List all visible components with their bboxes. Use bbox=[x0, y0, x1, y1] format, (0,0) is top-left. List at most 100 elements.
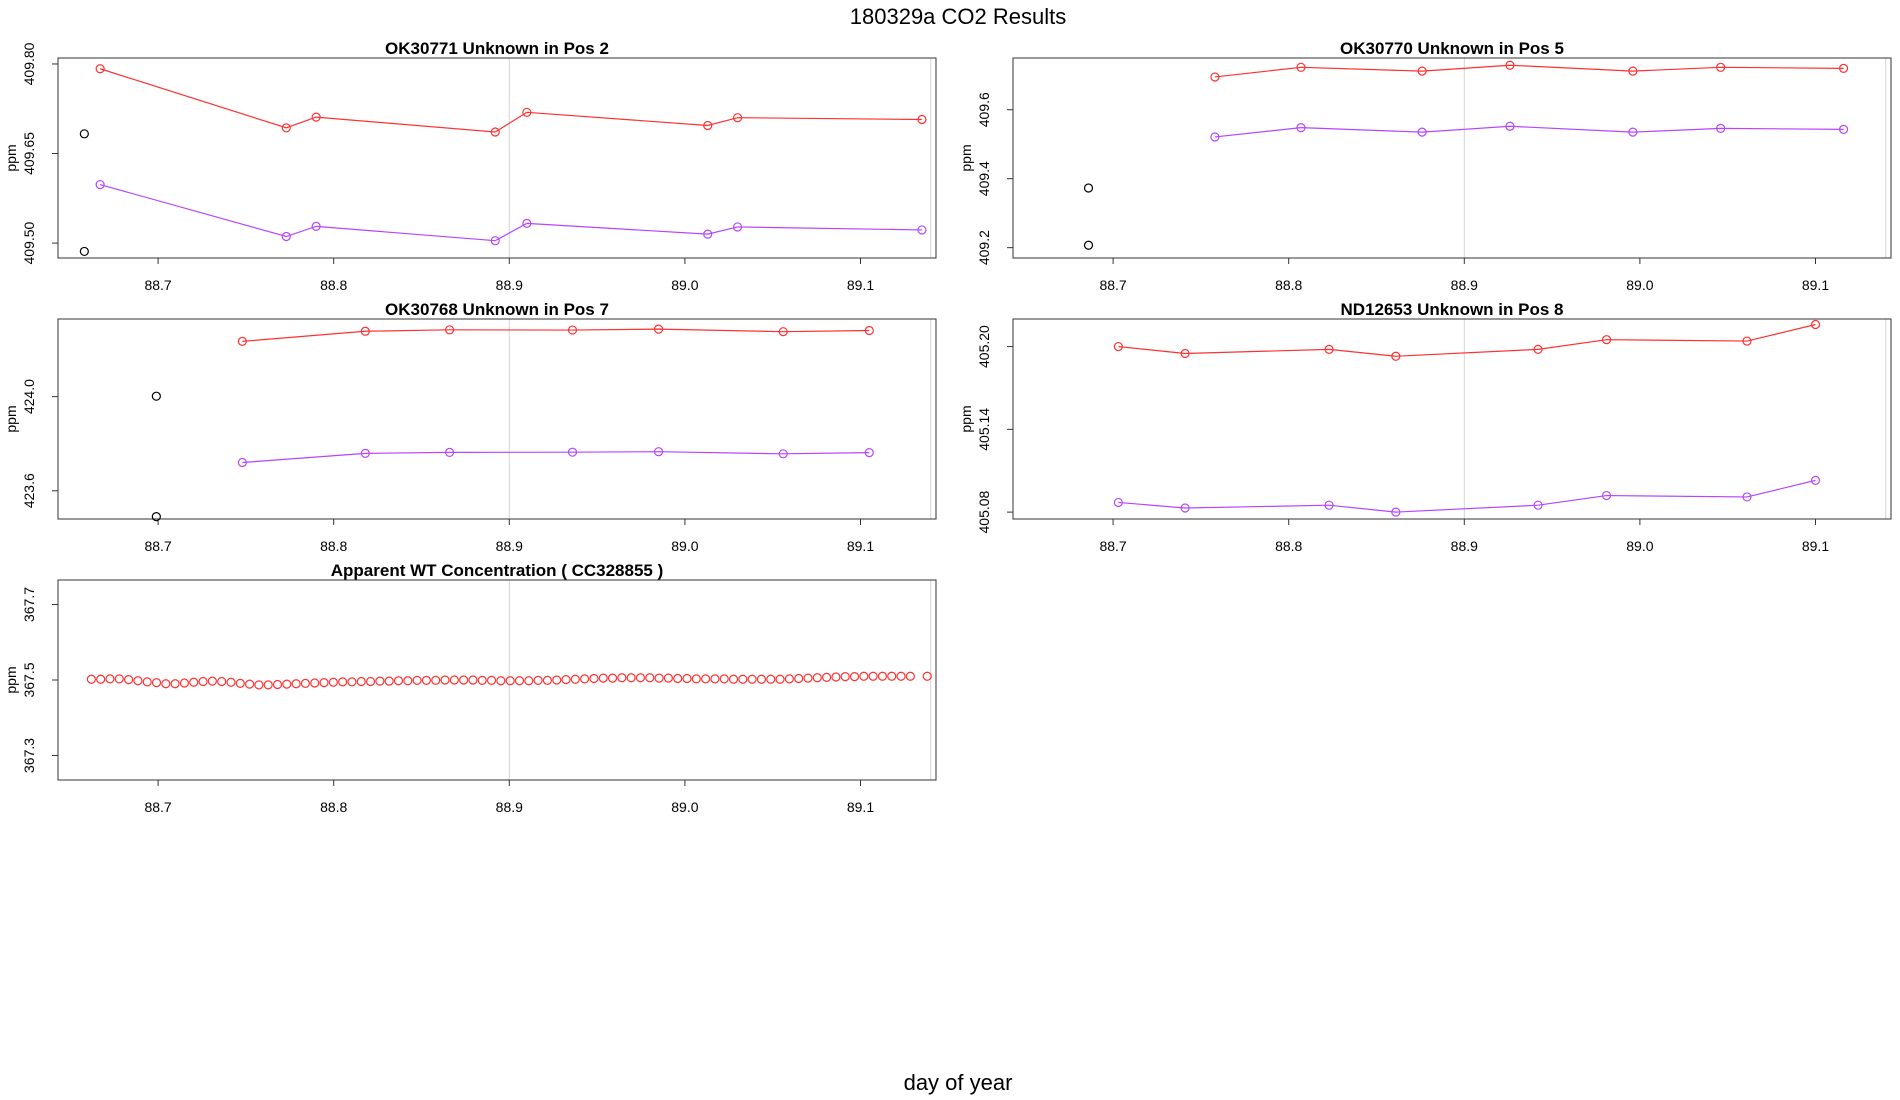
panel-nd12653: ND12653 Unknown in Pos 8 ppm 88.7 88.8 88.9 8… bbox=[958, 300, 1892, 554]
data-point bbox=[626, 673, 636, 683]
data-point bbox=[444, 325, 455, 335]
data-point bbox=[311, 221, 321, 231]
data-point bbox=[635, 673, 646, 683]
panel-apparent-wt: Apparent WT Concentration ( CC328855 ) pp… bbox=[3, 561, 937, 815]
x-tick-label: 89.0 bbox=[1626, 538, 1653, 554]
y-tick-label: 405.08 bbox=[976, 490, 992, 533]
data-point bbox=[703, 120, 713, 131]
y-tick-label: 405.20 bbox=[976, 325, 992, 368]
figure-title: 180329a CO2 Results bbox=[850, 4, 1066, 29]
y-tick-label: 409.2 bbox=[976, 230, 992, 265]
data-point bbox=[552, 675, 562, 685]
data-point bbox=[189, 677, 199, 687]
data-point bbox=[522, 218, 532, 228]
data-point bbox=[896, 671, 906, 681]
y-axis-label: ppm bbox=[958, 405, 974, 432]
data-point bbox=[142, 677, 152, 687]
x-tick-label: 89.0 bbox=[671, 538, 698, 554]
data-point bbox=[859, 671, 869, 681]
y-axis-label: ppm bbox=[3, 405, 19, 432]
data-point bbox=[1083, 240, 1094, 250]
x-tick-label: 89.0 bbox=[1626, 277, 1653, 293]
data-point bbox=[732, 113, 743, 123]
data-point bbox=[1533, 344, 1543, 354]
panel-title: Apparent WT Concentration ( CC328855 ) bbox=[331, 561, 664, 580]
data-point bbox=[868, 671, 878, 681]
series-line bbox=[1118, 323, 1816, 357]
x-tick-label: 88.7 bbox=[1099, 538, 1126, 554]
data-point bbox=[300, 678, 311, 688]
data-point bbox=[468, 675, 478, 685]
data-point bbox=[864, 448, 874, 458]
data-point bbox=[338, 677, 348, 687]
panel-ok30770: OK30770 Unknown in Pos 5 ppm 88.7 88.8 88.9 8… bbox=[958, 39, 1892, 293]
data-point bbox=[79, 129, 89, 139]
data-point bbox=[444, 447, 455, 458]
data-point bbox=[654, 673, 664, 683]
data-point bbox=[412, 675, 422, 685]
data-point bbox=[607, 673, 618, 683]
data-point bbox=[449, 675, 459, 685]
data-point bbox=[365, 676, 376, 687]
data-point bbox=[328, 677, 338, 687]
data-point bbox=[831, 672, 841, 682]
y-tick-label: 367.5 bbox=[21, 662, 37, 697]
y-tick-label: 409.65 bbox=[21, 132, 37, 175]
data-point bbox=[254, 680, 264, 690]
data-point bbox=[237, 336, 247, 346]
data-point bbox=[347, 677, 357, 687]
series-line bbox=[242, 451, 870, 464]
data-point bbox=[732, 222, 743, 232]
data-point bbox=[1505, 121, 1515, 131]
series-line bbox=[1118, 479, 1816, 513]
data-point bbox=[673, 673, 683, 684]
data-point bbox=[719, 674, 729, 684]
data-point bbox=[477, 675, 487, 685]
data-point bbox=[1810, 475, 1821, 485]
y-axis-label: ppm bbox=[958, 144, 974, 171]
panel-title: ND12653 Unknown in Pos 8 bbox=[1341, 300, 1564, 319]
data-point bbox=[272, 679, 283, 690]
data-point bbox=[490, 236, 500, 246]
y-axis-label: ppm bbox=[3, 666, 19, 693]
x-tick-label: 89.1 bbox=[1802, 538, 1829, 554]
x-tick-label: 89.1 bbox=[847, 277, 874, 293]
y-tick-label: 367.3 bbox=[21, 738, 37, 773]
data-point bbox=[384, 676, 394, 686]
data-point bbox=[440, 675, 450, 685]
data-point bbox=[375, 676, 385, 686]
data-point bbox=[1628, 127, 1638, 137]
data-point bbox=[1113, 497, 1123, 508]
data-point bbox=[311, 112, 321, 122]
data-point bbox=[1296, 123, 1306, 133]
data-point bbox=[1417, 127, 1427, 137]
panel-ok30771: OK30771 Unknown in Pos 2 ppm 88.7 88.8 88.9 8… bbox=[3, 39, 937, 293]
data-point bbox=[490, 127, 500, 137]
data-point bbox=[738, 674, 748, 684]
data-point bbox=[567, 447, 578, 457]
data-point bbox=[701, 674, 711, 684]
data-point bbox=[123, 675, 134, 685]
data-point bbox=[319, 678, 329, 688]
data-point bbox=[1391, 507, 1401, 517]
data-point bbox=[1742, 492, 1752, 502]
data-point bbox=[524, 676, 534, 686]
data-point bbox=[431, 675, 441, 685]
data-point bbox=[421, 675, 432, 685]
x-tick-label: 88.8 bbox=[320, 277, 347, 293]
data-point bbox=[1601, 335, 1612, 345]
panel-title: OK30771 Unknown in Pos 2 bbox=[385, 39, 609, 58]
series-line bbox=[1214, 64, 1844, 78]
data-point bbox=[170, 679, 180, 689]
data-point bbox=[263, 680, 273, 690]
data-point bbox=[95, 64, 105, 74]
plot-frame bbox=[57, 318, 937, 520]
data-point bbox=[922, 671, 932, 681]
x-tick-label: 89.1 bbox=[847, 799, 874, 815]
data-point bbox=[1838, 124, 1849, 134]
data-point bbox=[79, 246, 89, 257]
data-point bbox=[570, 674, 580, 684]
data-point bbox=[905, 671, 915, 681]
data-point bbox=[533, 675, 543, 685]
